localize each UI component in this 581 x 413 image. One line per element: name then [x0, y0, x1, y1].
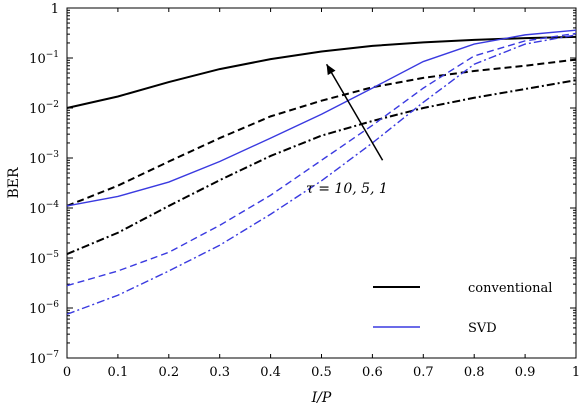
- y-tick-label: 10−2: [29, 100, 59, 117]
- legend-label: conventional: [468, 281, 552, 296]
- series-lines: [66, 29, 577, 315]
- x-tick-label: 0: [63, 365, 71, 380]
- x-tick-label: 0.1: [108, 365, 129, 380]
- x-tick-label: 0.9: [515, 365, 536, 380]
- series-line: [66, 35, 577, 109]
- y-axis-label: BER: [6, 167, 22, 199]
- series-line: [66, 29, 577, 207]
- x-tick-label: 0.3: [209, 365, 230, 380]
- series-line: [66, 34, 577, 315]
- y-tick-label: 10−6: [29, 300, 59, 317]
- x-tick-label: 1: [572, 365, 580, 380]
- x-tick-label: 0.5: [311, 365, 332, 380]
- series-line: [66, 58, 577, 207]
- x-tick-label: 0.8: [464, 365, 485, 380]
- annotation-arrow: [325, 63, 384, 161]
- y-tick-label: 10−5: [29, 250, 59, 267]
- series-line: [66, 32, 577, 287]
- y-tick-label: 10−1: [29, 50, 59, 67]
- legend: conventional SVD: [373, 281, 552, 336]
- y-tick-label: 1: [51, 2, 59, 17]
- annotation: τ = 10, 5, 1: [306, 63, 388, 197]
- x-tick-label: 0.4: [260, 365, 281, 380]
- legend-label: SVD: [468, 321, 497, 336]
- series-line: [66, 79, 577, 255]
- y-tick-label: 10−4: [29, 200, 59, 217]
- annotation-arrowhead: [326, 64, 336, 76]
- ticks: 0 0.1 0.2 0.3 0.4 0.5 0.6 0.7 0.8 0.9 1 1 10−1 10−2 10…: [29, 2, 580, 380]
- y-tick-label: 10−7: [29, 350, 59, 367]
- x-tick-label: 0.7: [413, 365, 434, 380]
- x-tick-label: 0.6: [362, 365, 383, 380]
- annotation-label: τ = 10, 5, 1: [306, 181, 388, 197]
- y-tick-label: 10−3: [29, 150, 59, 167]
- x-axis-label: I/P: [311, 390, 332, 406]
- x-tick-label: 0.2: [158, 365, 179, 380]
